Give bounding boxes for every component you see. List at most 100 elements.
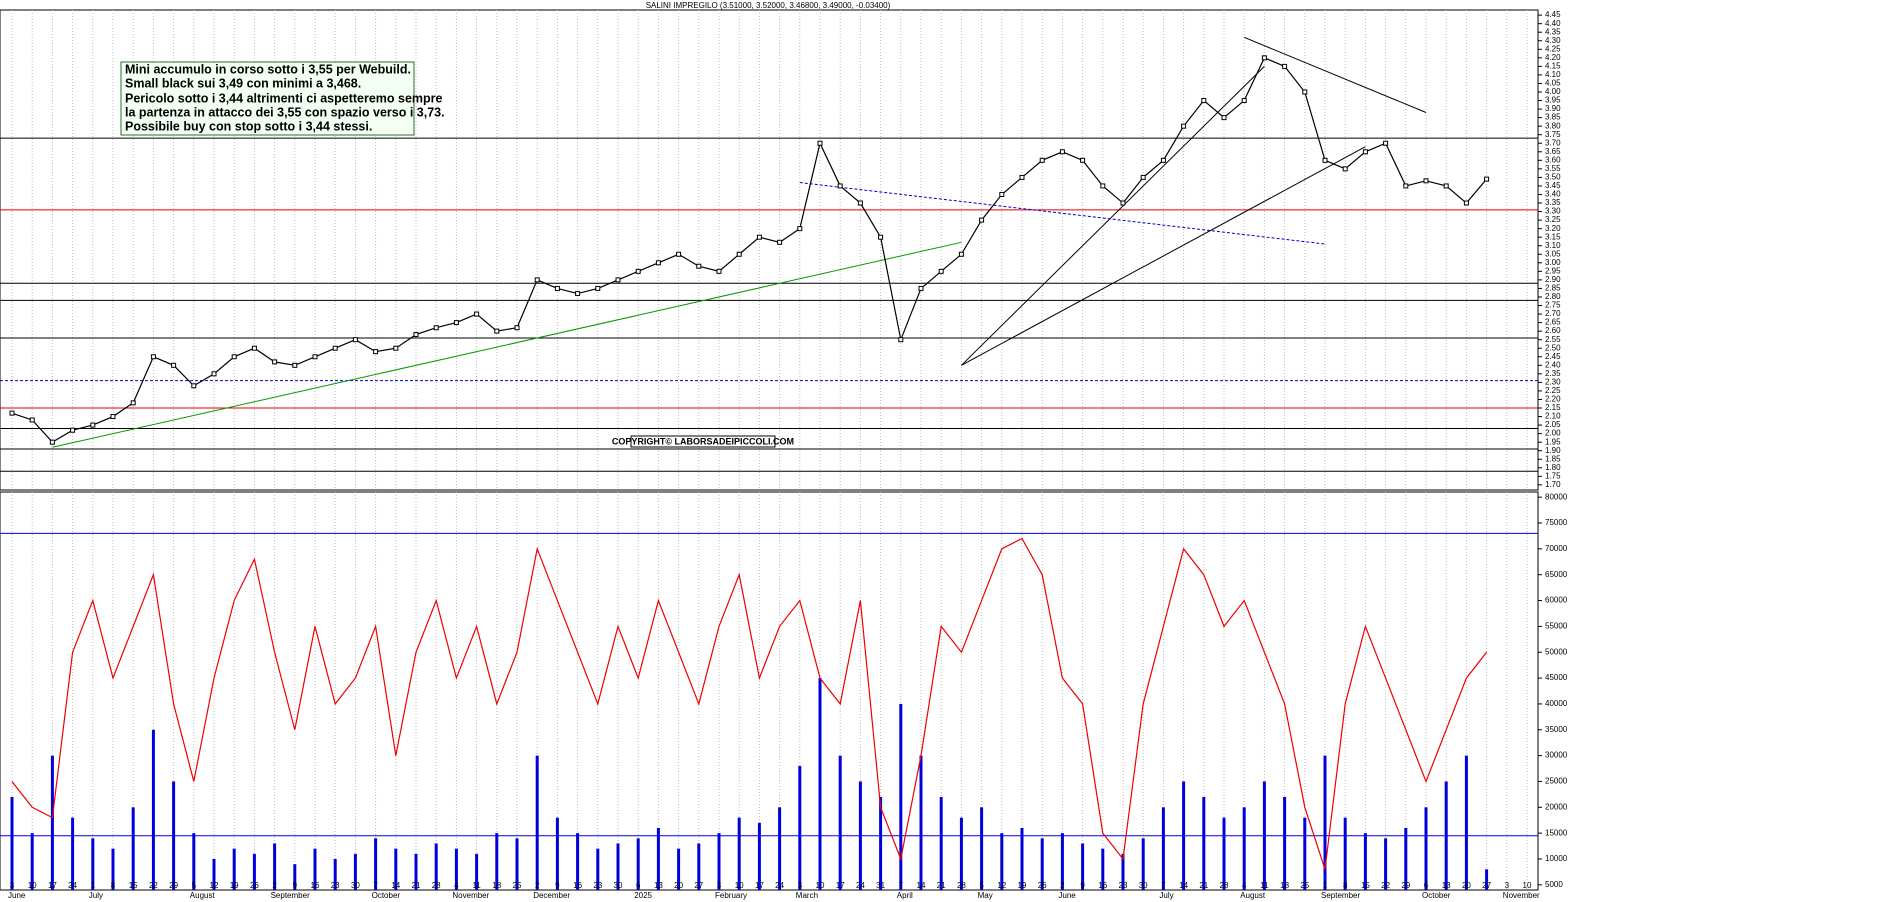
y-tick-label: 3.35 <box>1545 198 1561 207</box>
price-mark <box>1423 178 1429 184</box>
x-tick-label: 1 <box>91 881 96 890</box>
y-tick-label: 2.90 <box>1545 275 1561 284</box>
y-tick-label: 1.70 <box>1545 480 1561 489</box>
y-tick-label: 3.90 <box>1545 104 1561 113</box>
volume-bar <box>838 755 842 890</box>
price-mark <box>272 359 278 365</box>
x-tick-label: 14 <box>1179 881 1188 890</box>
x-tick-label: 28 <box>1220 881 1229 890</box>
price-mark <box>797 226 803 232</box>
price-mark <box>171 362 177 368</box>
volume-bar <box>454 848 458 890</box>
price-mark <box>1261 55 1267 61</box>
x-tick-label: 3 <box>717 881 722 890</box>
volume-bar <box>596 848 600 890</box>
x-tick-label: 16 <box>1098 881 1107 890</box>
x-tick-label: 20 <box>674 881 683 890</box>
y-tick-label: 3.50 <box>1545 173 1561 182</box>
y-tick-label: 4.40 <box>1545 19 1561 28</box>
volume-bar <box>1182 781 1186 890</box>
x-tick-label: 2 <box>1060 881 1065 890</box>
volume-bar <box>1283 796 1287 890</box>
price-mark <box>1302 89 1308 95</box>
volume-bar <box>515 838 519 890</box>
volume-bar <box>1000 833 1004 890</box>
trend-line <box>1244 36 1427 113</box>
price-mark <box>1443 183 1449 189</box>
y-tick-label: 2.55 <box>1545 335 1561 344</box>
x-tick-label: 22 <box>1381 881 1390 890</box>
x-tick-label: 19 <box>1018 881 1027 890</box>
price-mark <box>716 268 722 274</box>
volume-bar <box>1161 807 1165 890</box>
annotation-line: la partenza in attacco dei 3,55 con spaz… <box>125 105 445 119</box>
price-mark <box>1019 174 1025 180</box>
volume-bar <box>798 765 802 890</box>
y-tick-label: 50000 <box>1545 647 1568 656</box>
x-tick-label: 6 <box>1424 881 1429 890</box>
x-tick-label: 23 <box>331 881 340 890</box>
y-tick-label: 1.75 <box>1545 471 1561 480</box>
y-tick-label: 2.95 <box>1545 266 1561 275</box>
x-tick-label: 15 <box>129 881 138 890</box>
x-tick-label: 9 <box>293 881 298 890</box>
x-tick-label: 24 <box>68 881 77 890</box>
y-tick-label: 3.25 <box>1545 215 1561 224</box>
x-tick-label: 6 <box>636 881 641 890</box>
x-tick-label: 21 <box>937 881 946 890</box>
price-mark <box>474 311 480 317</box>
price-mark <box>878 234 884 240</box>
price-line <box>11 57 1488 443</box>
y-tick-label: 30000 <box>1545 751 1568 760</box>
x-tick-label: 4 <box>454 881 459 890</box>
annotation-line: Possibile buy con stop sotto i 3,44 stes… <box>125 119 372 133</box>
x-tick-label: 12 <box>997 881 1006 890</box>
volume-bar <box>1242 807 1246 890</box>
price-mark <box>595 285 601 291</box>
y-tick-label: 65000 <box>1545 570 1568 579</box>
price-mark <box>49 439 55 445</box>
volume-bar <box>535 755 539 890</box>
month-label: August <box>190 891 216 900</box>
volume-bar <box>151 729 155 890</box>
volume-bar <box>555 817 559 890</box>
month-label: July <box>1159 891 1173 900</box>
price-mark <box>110 414 116 420</box>
volume-bar <box>313 848 317 890</box>
y-tick-label: 2.80 <box>1545 292 1561 301</box>
volume-bar <box>192 833 196 890</box>
y-tick-label: 3.55 <box>1545 164 1561 173</box>
x-tick-label: 29 <box>1401 881 1410 890</box>
price-mark <box>1140 174 1146 180</box>
volume-bar <box>1323 755 1327 890</box>
price-mark <box>857 200 863 206</box>
y-tick-label: 75000 <box>1545 518 1568 527</box>
month-label: October <box>372 891 401 900</box>
month-label: 2025 <box>634 891 652 900</box>
month-label: July <box>89 891 103 900</box>
x-tick-label: 24 <box>856 881 865 890</box>
volume-bar <box>293 864 297 890</box>
price-mark <box>918 285 924 291</box>
price-mark <box>433 325 439 331</box>
x-tick-label: 18 <box>492 881 501 890</box>
x-tick-label: 25 <box>1300 881 1309 890</box>
price-mark <box>837 183 843 189</box>
volume-bar <box>778 807 782 890</box>
volume-bar <box>616 843 620 890</box>
y-tick-label: 3.75 <box>1545 130 1561 139</box>
y-tick-label: 2.35 <box>1545 369 1561 378</box>
x-tick-label: 5 <box>979 881 984 890</box>
volume-bar <box>111 848 115 890</box>
price-mark <box>29 417 35 423</box>
volume-bar <box>959 817 963 890</box>
x-tick-label: 24 <box>775 881 784 890</box>
price-mark <box>514 325 520 331</box>
volume-bar <box>1444 781 1448 890</box>
price-mark <box>1221 115 1227 121</box>
month-label: March <box>796 891 818 900</box>
x-tick-label: 11 <box>1260 881 1269 890</box>
month-label: June <box>1058 891 1076 900</box>
y-tick-label: 2.10 <box>1545 412 1561 421</box>
